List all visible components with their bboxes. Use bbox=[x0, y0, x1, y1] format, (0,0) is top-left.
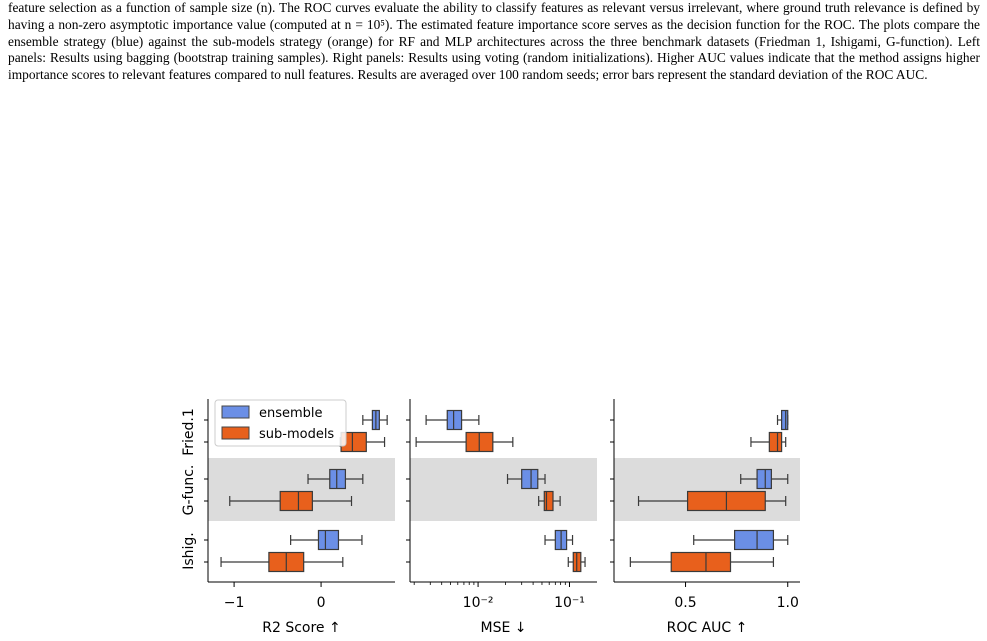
box-sub-models-fried1 bbox=[339, 431, 386, 453]
box-sub-models-gfunc bbox=[637, 490, 787, 512]
row-label-fried1: Fried.1 bbox=[181, 408, 197, 456]
legend-swatch-ensemble bbox=[221, 405, 250, 419]
row-band-g-func-3 bbox=[614, 458, 800, 521]
row-label-gfunc: G-func. bbox=[181, 465, 197, 516]
row-bands bbox=[208, 458, 800, 521]
figure-caption: feature selection as a function of sampl… bbox=[8, 0, 980, 84]
box-iqr bbox=[543, 490, 554, 512]
box-iqr bbox=[446, 409, 463, 431]
box-sub-models-ishig bbox=[629, 551, 775, 573]
panel-1: −1 0 R2 Score ↑ bbox=[204, 399, 395, 636]
legend-label-sub-models: sub-models bbox=[259, 427, 334, 442]
x-tick-label: 0 bbox=[317, 595, 326, 611]
box-ensemble-ishig bbox=[290, 529, 363, 551]
row-band-g-func-1 bbox=[208, 458, 395, 521]
row-label-ishig: Ishig. bbox=[181, 532, 197, 570]
box-iqr bbox=[768, 431, 783, 453]
x-tick-label: 10⁻¹ bbox=[554, 595, 585, 611]
panel-2: 10⁻² 10⁻¹ MSE ↓ bbox=[406, 399, 597, 636]
box-ensemble-gfunc bbox=[307, 468, 364, 490]
box-iqr bbox=[521, 468, 539, 490]
panel-3: 0.5 1.0 ROC AUC ↑ bbox=[610, 399, 800, 636]
box-iqr bbox=[733, 529, 775, 551]
box-iqr bbox=[329, 468, 347, 490]
box-sub-models-gfunc bbox=[538, 490, 561, 512]
box-iqr bbox=[670, 551, 732, 573]
legend: ensemble sub-models bbox=[214, 399, 347, 447]
x-axis-title: MSE ↓ bbox=[481, 620, 527, 636]
box-sub-models-fried1 bbox=[750, 431, 787, 453]
box-iqr bbox=[781, 409, 789, 431]
box-sub-models-fried1 bbox=[415, 431, 514, 453]
box-sub-models-ishig bbox=[567, 551, 586, 573]
box-iqr bbox=[279, 490, 313, 512]
x-axis-title: R2 Score ↑ bbox=[262, 620, 340, 636]
legend-label-ensemble: ensemble bbox=[259, 406, 323, 421]
box-ensemble-ishig bbox=[544, 529, 574, 551]
box-ensemble-fried1 bbox=[425, 409, 480, 431]
x-tick-label: 10⁻² bbox=[463, 595, 494, 611]
box-ensemble-ishig bbox=[693, 529, 789, 551]
box-iqr bbox=[317, 529, 340, 551]
row-labels: Fried.1 G-func. Ishig. bbox=[181, 408, 197, 570]
box-ensemble-gfunc bbox=[740, 468, 789, 490]
x-tick-label: 1.0 bbox=[777, 595, 799, 611]
x-tick-label: −1 bbox=[224, 595, 245, 611]
box-iqr bbox=[756, 468, 772, 490]
x-tick-label: 0.5 bbox=[674, 595, 696, 611]
x-axis-title: ROC AUC ↑ bbox=[667, 620, 748, 636]
row-band-g-func-2 bbox=[410, 458, 597, 521]
box-sub-models-gfunc bbox=[229, 490, 353, 512]
box-ensemble-fried1 bbox=[362, 409, 388, 431]
box-sub-models-ishig bbox=[220, 551, 344, 573]
box-ensemble-gfunc bbox=[506, 468, 546, 490]
caption-text: feature selection as a function of sampl… bbox=[8, 0, 980, 83]
box-ensemble-fried1 bbox=[776, 409, 789, 431]
legend-swatch-sub-models bbox=[221, 426, 250, 440]
panels: −1 0 R2 Score ↑ 10⁻² 10⁻¹ MSE ↓ 0.5 1.0 ROC AUC … bbox=[204, 399, 800, 636]
